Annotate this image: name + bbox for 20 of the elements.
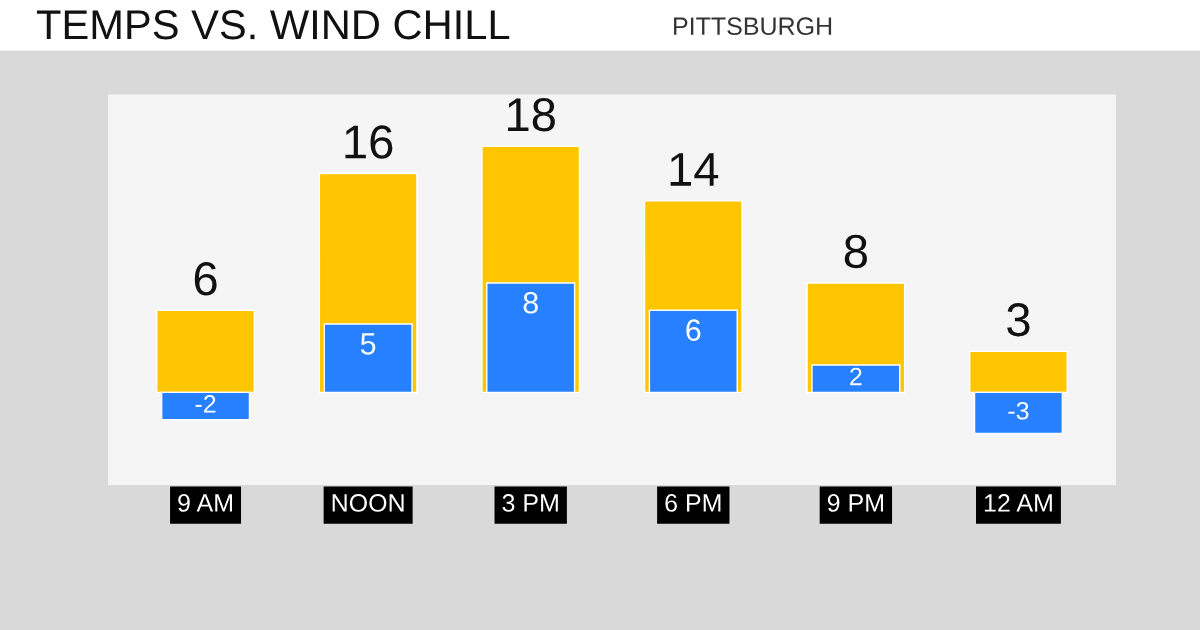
data-label: 3 — [1007, 303, 1030, 337]
x-tick-label: 9 PM — [827, 494, 883, 512]
data-label: 16 — [345, 125, 393, 159]
data-label: 6 — [686, 319, 701, 341]
data-label: -3 — [1008, 401, 1029, 420]
data-label: 6 — [194, 262, 217, 296]
data-label: 2 — [850, 367, 862, 386]
chart-title: TEMPS VS. WIND CHILL — [36, 10, 510, 40]
x-tick-label: 12 AM — [984, 494, 1052, 512]
data-label: 18 — [508, 97, 555, 132]
chart-subtitle: PITTSBURGH — [674, 17, 832, 36]
data-label: 8 — [523, 291, 538, 314]
data-label: 5 — [360, 333, 376, 355]
data-label: 14 — [670, 153, 719, 186]
x-tick-label: NOON — [332, 494, 404, 512]
x-tick-label: 6 PM — [665, 494, 721, 512]
x-tick-label: 9 AM — [178, 494, 232, 512]
x-tick-label: 3 PM — [502, 494, 558, 512]
data-label: 8 — [844, 234, 867, 269]
data-label: -2 — [195, 395, 216, 413]
